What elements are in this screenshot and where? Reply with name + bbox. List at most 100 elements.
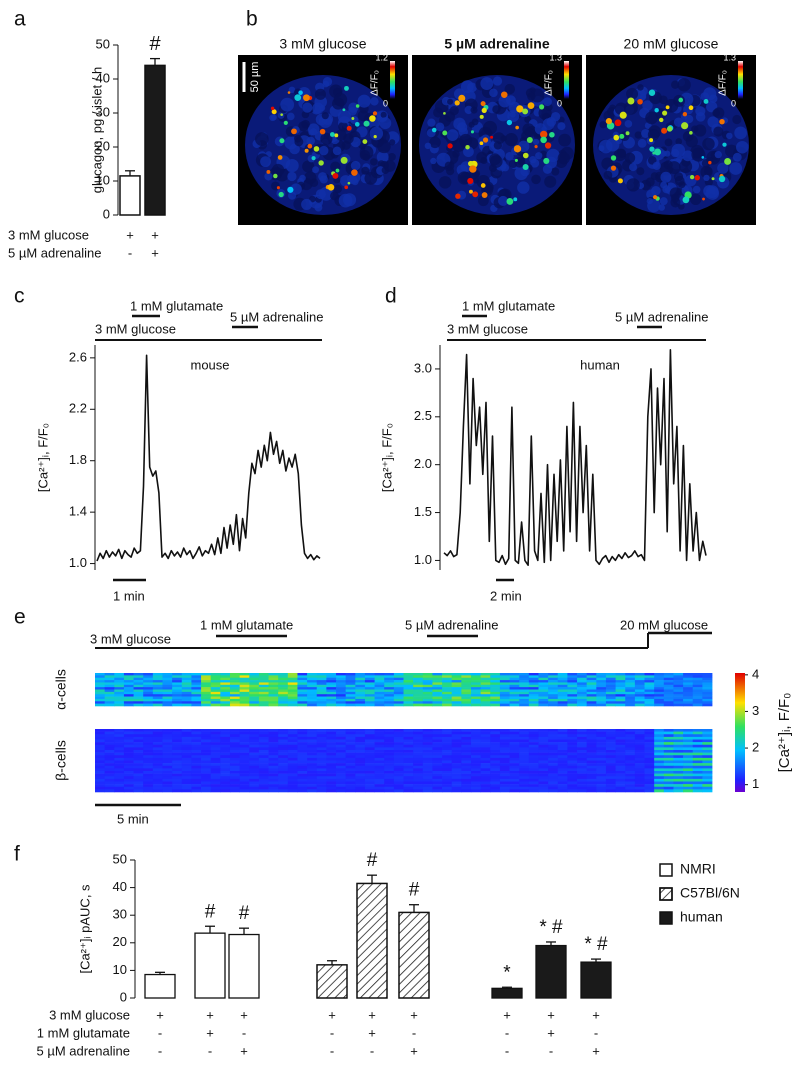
heatmap-cell <box>586 768 597 772</box>
heatmap-cell <box>152 786 163 790</box>
heatmap-cell <box>104 682 115 686</box>
heatmap-cell <box>249 684 260 688</box>
heatmap-cell <box>499 734 510 738</box>
heatmap-cell <box>634 763 645 767</box>
heatmap-cell <box>586 755 597 759</box>
heatmap-cell <box>548 750 559 753</box>
heatmap-cell <box>393 736 404 740</box>
heatmap-cell <box>114 789 125 793</box>
heatmap-cell <box>355 729 366 732</box>
heatmap-cell <box>220 687 231 690</box>
heatmap-cell <box>625 784 636 788</box>
heatmap-cell <box>557 768 568 772</box>
cell-signal <box>319 128 326 135</box>
heatmap-cell <box>432 768 443 772</box>
heatmap-cell <box>442 755 453 759</box>
heatmap-cell <box>133 755 144 759</box>
heatmap-cell <box>278 784 289 788</box>
significance-mark: * # <box>584 934 608 955</box>
heatmap-cell <box>191 687 202 690</box>
colorbar-tick-label: 1 <box>752 776 759 791</box>
cell-signal <box>481 192 488 198</box>
heatmap-cell <box>605 694 616 697</box>
heatmap-cell <box>663 734 674 738</box>
heatmap-cell <box>162 696 173 700</box>
heatmap-cell <box>432 677 443 681</box>
heatmap-cell <box>336 698 347 702</box>
heatmap-cell <box>548 689 559 693</box>
heatmap-cell <box>442 687 453 690</box>
heatmap-cell <box>673 729 684 732</box>
heatmap-cell <box>316 729 327 732</box>
heatmap-cell <box>104 773 115 777</box>
heatmap-cell <box>114 684 125 688</box>
heatmap-cell <box>625 675 636 679</box>
heatmap-cell <box>702 781 713 785</box>
stimulus-label: 1 mM glutamate <box>200 617 293 632</box>
heatmap-cell <box>548 736 559 740</box>
heatmap-cell <box>519 781 530 785</box>
heatmap-cell <box>548 760 559 764</box>
heatmap-cell <box>384 694 395 697</box>
heatmap-cell <box>625 763 636 767</box>
heatmap-cell <box>210 729 221 732</box>
condition-mark: + <box>206 1025 214 1040</box>
heatmap-cell <box>104 739 115 743</box>
heatmap-cell <box>673 675 684 679</box>
heatmap-cell <box>229 698 241 702</box>
cell-texture <box>380 111 387 118</box>
heatmap-cell <box>451 747 462 751</box>
heatmap-cell <box>403 757 414 761</box>
heatmap-cell <box>307 747 318 751</box>
cell-texture <box>314 203 323 212</box>
heatmap-cell <box>191 778 202 782</box>
heatmap-cell <box>393 765 404 769</box>
heatmap-cell <box>557 684 568 688</box>
heatmap-cell <box>577 760 588 764</box>
heatmap-cell <box>625 739 636 743</box>
heatmap-cell <box>490 701 501 704</box>
heatmap-cell <box>403 784 414 788</box>
heatmap-cell <box>172 773 183 777</box>
heatmap-cell <box>673 781 684 785</box>
heatmap-cell <box>268 739 279 743</box>
heatmap-cell <box>702 675 713 679</box>
heatmap-cell <box>509 691 520 695</box>
heatmap-cell <box>538 786 549 790</box>
heatmap-cell <box>384 698 395 702</box>
heatmap-cell <box>422 757 433 761</box>
heatmap-cell <box>191 752 202 756</box>
heatmap-cell <box>432 750 443 753</box>
heatmap-cell <box>123 742 134 746</box>
heatmap-cell <box>258 696 269 700</box>
cell-signal <box>681 122 689 130</box>
heatmap-cell <box>220 684 231 688</box>
y-tick-label: 1.4 <box>69 504 87 519</box>
heatmap-cell <box>143 694 154 697</box>
heatmap-cell <box>470 781 482 785</box>
heatmap-cell <box>692 698 703 702</box>
heatmap-cell <box>181 736 192 740</box>
heatmap-cell <box>528 684 539 688</box>
heatmap-cell <box>268 696 279 700</box>
heatmap-cell <box>191 689 202 693</box>
heatmap-cell <box>605 752 616 756</box>
heatmap-cell <box>577 786 588 790</box>
cell-signal <box>711 177 715 181</box>
heatmap-cell <box>249 747 260 751</box>
heatmap-cell <box>625 781 636 785</box>
heatmap-cell <box>336 763 347 767</box>
heatmap-cell <box>181 784 192 788</box>
heatmap-cell <box>586 703 597 707</box>
heatmap-cell <box>692 773 703 777</box>
heatmap-cell <box>422 703 433 707</box>
heatmap-cell <box>393 776 404 780</box>
heatmap-cell <box>528 763 539 767</box>
heatmap-cell <box>104 701 115 704</box>
heatmap-cell <box>422 673 433 676</box>
heatmap-cell <box>596 768 607 772</box>
heatmap-cell <box>422 687 433 690</box>
heatmap-cell <box>268 778 279 782</box>
heatmap-cell <box>470 750 482 753</box>
heatmap-cell <box>519 744 530 748</box>
